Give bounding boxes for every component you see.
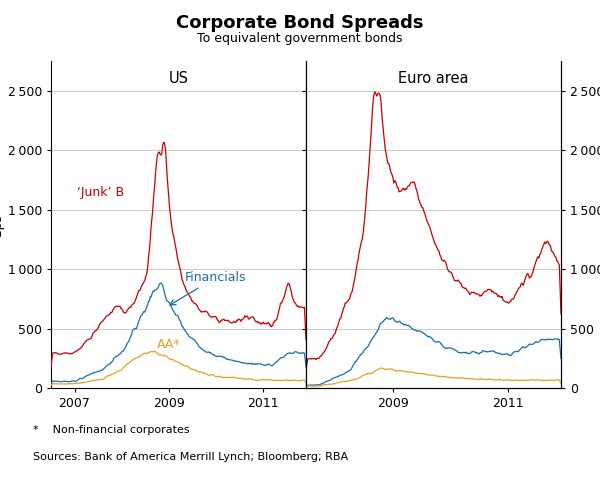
Y-axis label: Bps: Bps [0, 213, 4, 236]
Text: Euro area: Euro area [398, 71, 469, 86]
Text: AA*: AA* [157, 337, 181, 351]
Text: US: US [169, 71, 188, 86]
Text: *    Non-financial corporates: * Non-financial corporates [33, 425, 190, 435]
Text: Corporate Bond Spreads: Corporate Bond Spreads [176, 14, 424, 32]
Text: ‘Junk’ B: ‘Junk’ B [77, 186, 124, 198]
Text: Sources: Bank of America Merrill Lynch; Bloomberg; RBA: Sources: Bank of America Merrill Lynch; … [33, 452, 348, 462]
Text: Financials: Financials [170, 271, 247, 305]
Text: To equivalent government bonds: To equivalent government bonds [197, 32, 403, 45]
